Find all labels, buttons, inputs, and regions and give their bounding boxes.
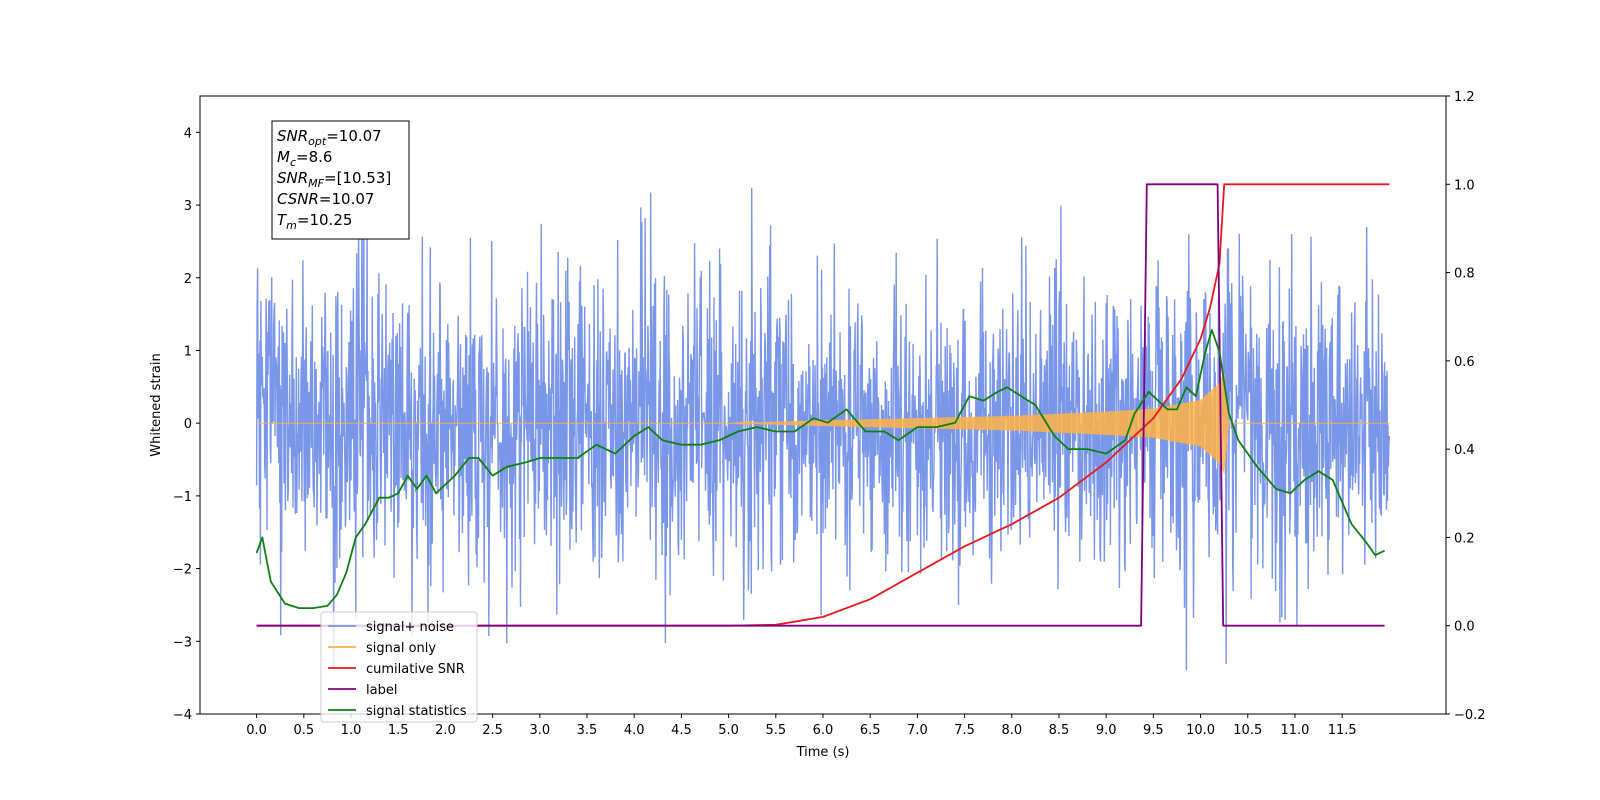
- annotation-line: Tm=10.25: [277, 211, 352, 232]
- y2-tick-label: −0.2: [1454, 708, 1486, 723]
- annotation-line: SNRopt=10.07: [277, 127, 382, 148]
- legend-label: signal statistics: [366, 704, 467, 719]
- x-tick-label: 8.5: [1049, 723, 1070, 738]
- y-tick-label: −1: [173, 490, 192, 505]
- y2-tick-label: 0.2: [1454, 531, 1475, 546]
- legend-frame: [320, 611, 478, 723]
- x-tick-label: 3.0: [529, 723, 550, 738]
- legend-label: signal only: [366, 641, 436, 656]
- x-tick-label: 5.0: [718, 723, 739, 738]
- annotation-subscript: c: [290, 156, 296, 169]
- series-signal-statistics: [255, 329, 1385, 609]
- x-tick-label: 7.5: [954, 723, 975, 738]
- x-tick-label: 4.5: [671, 723, 692, 738]
- x-tick-label: 8.0: [1001, 723, 1022, 738]
- y-tick-label: 1: [184, 344, 192, 359]
- series-label: [256, 183, 1385, 627]
- y-tick-label: 4: [184, 126, 192, 141]
- y2-tick-label: 1.0: [1454, 178, 1475, 193]
- x-tick-label: 9.5: [1143, 723, 1164, 738]
- annotation-symbol: SNR: [277, 169, 308, 187]
- x-tick-label: 6.0: [813, 723, 834, 738]
- annotation-subscript: m: [286, 219, 297, 232]
- series-signal-noise: [255, 187, 1391, 671]
- y2-tick-label: 0.0: [1454, 620, 1475, 635]
- x-tick-label: 9.0: [1096, 723, 1117, 738]
- x-tick-label: 2.5: [482, 723, 503, 738]
- x-tick-label: 1.5: [388, 723, 409, 738]
- legend-label: cumilative SNR: [366, 662, 465, 677]
- annotation-symbol: CSNR: [277, 190, 319, 208]
- annotation-value: =8.6: [296, 148, 332, 166]
- annotation-frame: [271, 120, 410, 240]
- x-axis-label: Time (s): [796, 745, 850, 760]
- series-layer: [255, 183, 1391, 671]
- x-tick-label: 1.0: [341, 723, 362, 738]
- x-tick-label: 7.0: [907, 723, 928, 738]
- annotation-box: SNRopt=10.07Mc=8.6SNRMF=[10.53]CSNR=10.0…: [271, 120, 410, 240]
- y-axis-label: Whitened strain: [149, 353, 164, 456]
- annotation-symbol: SNR: [277, 127, 308, 145]
- legend: signal+ noise signal only cumilative SNR la…: [320, 611, 478, 723]
- series-cumulative-snr: [256, 183, 1390, 627]
- y-tick-label: 0: [184, 417, 192, 432]
- y-tick-label: −3: [173, 635, 192, 650]
- annotation-value: =[10.53]: [324, 169, 391, 187]
- x-tick-label: 2.0: [435, 723, 456, 738]
- annotation-subscript: opt: [308, 135, 327, 148]
- legend-label: label: [366, 683, 397, 698]
- y-tick-label: −2: [173, 563, 192, 578]
- annotation-value: =10.07: [319, 190, 375, 208]
- y2-tick-label: 0.6: [1454, 355, 1475, 370]
- annotation-value: =10.25: [297, 211, 353, 229]
- y-tick-label: −4: [173, 708, 192, 723]
- x-tick-label: 6.5: [860, 723, 881, 738]
- annotation-line: CSNR=10.07: [277, 190, 374, 208]
- x-tick-label: 3.5: [577, 723, 598, 738]
- annotation-symbol: M: [277, 148, 290, 166]
- x-tick-label: 10.0: [1186, 723, 1215, 738]
- annotation-subscript: MF: [308, 177, 324, 190]
- x-tick-label: 4.0: [624, 723, 645, 738]
- y-tick-label: 2: [184, 272, 192, 287]
- annotation-value: =10.07: [326, 127, 382, 145]
- y-tick-label: 3: [184, 199, 192, 214]
- x-tick-label: 0.0: [246, 723, 267, 738]
- y2-tick-label: 0.8: [1454, 267, 1475, 282]
- x-tick-label: 10.5: [1233, 723, 1262, 738]
- annotation-symbol: T: [277, 211, 288, 229]
- axes-layer: 0.0 0.5 1.0 1.5 2.0 2.5 3.0 3.5 4.0 4.5 5.0 5.5 6.0 6…: [173, 90, 1486, 738]
- x-tick-label: 11.5: [1328, 723, 1357, 738]
- annotation-line: SNRMF=[10.53]: [277, 169, 391, 190]
- x-tick-label: 0.5: [293, 723, 314, 738]
- annotation-line: Mc=8.6: [277, 148, 332, 169]
- y2-tick-label: 1.2: [1454, 90, 1475, 105]
- y2-tick-label: 0.4: [1454, 443, 1475, 458]
- legend-label: signal+ noise: [366, 620, 454, 635]
- x-tick-label: 11.0: [1280, 723, 1309, 738]
- x-tick-label: 5.5: [765, 723, 786, 738]
